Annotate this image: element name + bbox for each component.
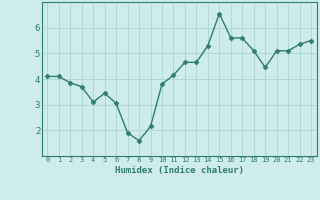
X-axis label: Humidex (Indice chaleur): Humidex (Indice chaleur): [115, 166, 244, 175]
